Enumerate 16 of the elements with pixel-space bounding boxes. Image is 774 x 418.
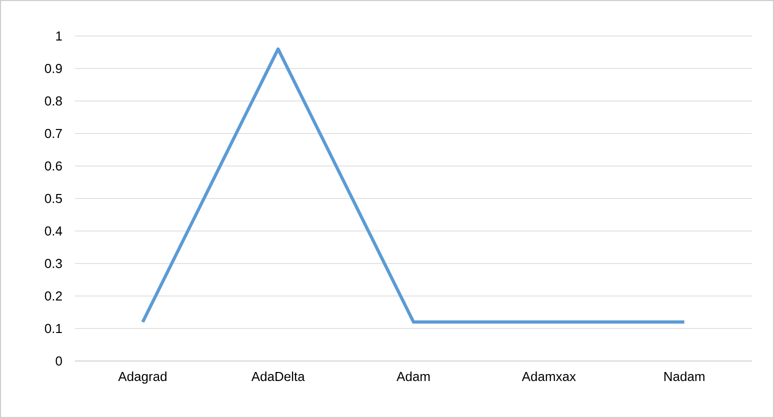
y-tick-label: 0.6 [44, 161, 62, 171]
y-tick-label: 0.4 [44, 226, 62, 236]
y-tick-label: 0.5 [44, 194, 62, 204]
y-tick-label: 0.2 [44, 291, 62, 301]
y-tick-label: 1 [56, 32, 62, 40]
x-tick-label: Adagrad [118, 372, 166, 384]
y-tick-label: 0.9 [44, 64, 62, 74]
x-tick-label: Adam [396, 372, 430, 382]
y-tick-label: 0.7 [44, 128, 62, 138]
y-tick-label: 0 [56, 356, 62, 366]
x-tick-label: Adamxax [522, 372, 576, 382]
y-tick-label: 0.3 [44, 258, 62, 268]
y-tick-label: 0.1 [44, 324, 62, 334]
x-tick-label: AdaDelta [251, 372, 305, 382]
x-tick-label: Nadam [664, 372, 704, 382]
y-tick-label: 0.8 [44, 96, 62, 106]
